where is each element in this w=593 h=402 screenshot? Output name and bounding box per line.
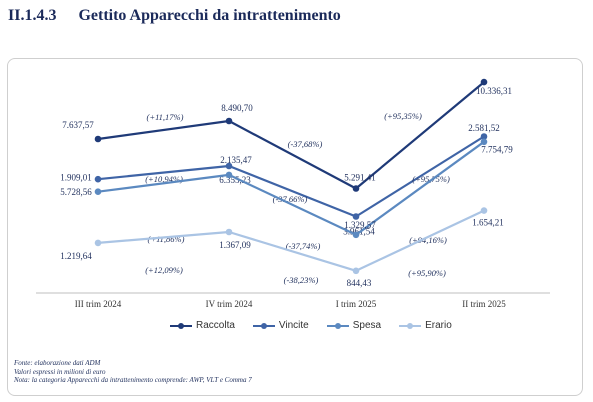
value-label-raccolta-1: 7.637,57 <box>62 120 94 130</box>
value-label-erario-3: 844,43 <box>347 278 372 288</box>
value-label-erario-2: 1.367,09 <box>219 240 251 250</box>
value-label-vincite-1: 5.728,56 <box>60 187 92 197</box>
data-point-raccolta-4 <box>480 78 488 86</box>
value-label-vincite-4: 7.754,79 <box>481 145 513 155</box>
x-tick-label-3: I trim 2025 <box>336 299 377 309</box>
data-point-vincite-2 <box>225 162 233 170</box>
series-line-raccolta <box>97 81 485 190</box>
legend-label-erario: Erario <box>425 320 452 331</box>
x-tick-label-2: IV trim 2024 <box>206 299 253 309</box>
legend-item-raccolta: Raccolta <box>170 320 235 331</box>
value-label-raccolta-3: 5.291,41 <box>344 173 376 183</box>
footnote-units: Valori espressi in milioni di euro <box>14 367 106 376</box>
data-point-erario-4 <box>480 207 488 214</box>
change-label-erario-1: (+12,09%) <box>145 265 183 275</box>
legend-label-raccolta: Raccolta <box>196 320 235 331</box>
legend-swatch-raccolta <box>170 322 192 330</box>
footnote-source: Fonte: elaborazione dati ADM <box>14 359 101 367</box>
change-label-raccolta-3: (+95,35%) <box>384 111 422 121</box>
data-point-vincite-4 <box>480 133 488 140</box>
data-point-spesa-2 <box>225 171 233 179</box>
value-label-spesa-1: 1.909,01 <box>60 173 92 183</box>
legend-swatch-vincite <box>252 322 275 330</box>
data-point-raccolta-1 <box>94 135 102 143</box>
legend-item-vincite: Vincite <box>252 320 309 331</box>
change-label-raccolta-2: (-37,68%) <box>288 139 323 149</box>
change-label-raccolta-1: (+11,17%) <box>147 112 184 122</box>
change-label-spesa-2: (-37,74%) <box>286 241 321 251</box>
chart-footnotes: Fonte: elaborazione dati ADM Valori espr… <box>14 359 252 385</box>
data-point-vincite-3 <box>352 213 360 220</box>
value-label-erario-1: 1.219,64 <box>60 251 92 261</box>
x-tick-label-4: II trim 2025 <box>462 299 506 309</box>
value-label-erario-4: 1.654,21 <box>472 218 504 228</box>
legend-item-erario: Erario <box>399 320 452 331</box>
section-title: Gettito Apparecchi da intrattenimento <box>78 7 341 24</box>
change-label-erario-3: (+95,90%) <box>408 268 446 278</box>
section-heading: II.1.4.3 Gettito Apparecchi da intratten… <box>8 4 341 28</box>
legend-label-spesa: Spesa <box>352 320 382 331</box>
chart-panel <box>7 58 583 396</box>
data-point-spesa-4 <box>480 138 488 146</box>
series-line-vincite <box>97 135 485 218</box>
legend-swatch-erario <box>399 322 422 330</box>
data-point-raccolta-3 <box>352 185 360 192</box>
value-label-raccolta-2: 8.490,70 <box>221 103 253 113</box>
data-point-vincite-1 <box>94 175 102 183</box>
data-point-spesa-1 <box>94 188 102 195</box>
data-point-spesa-3 <box>352 231 360 239</box>
x-tick-label-1: III trim 2024 <box>75 299 122 309</box>
data-point-erario-1 <box>94 239 102 247</box>
footnote-note: Nota: la categoria Apparecchi da intratt… <box>14 376 252 384</box>
data-point-erario-2 <box>225 228 233 236</box>
series-line-spesa <box>97 140 485 236</box>
value-label-vincite-2: 6.355,23 <box>219 175 251 185</box>
legend-item-spesa: Spesa <box>326 320 382 331</box>
series-line-erario <box>97 209 485 272</box>
value-label-raccolta-4: 10.336,31 <box>476 86 512 96</box>
data-point-raccolta-2 <box>225 117 233 125</box>
change-label-vincite-2: (-37,66%) <box>273 194 308 204</box>
value-label-spesa-2: 2.135,47 <box>220 155 252 165</box>
value-label-spesa-4: 2.581,52 <box>468 123 500 133</box>
data-point-erario-3 <box>352 267 360 275</box>
chart-legend: Raccolta Vincite Spesa Erario <box>170 320 452 331</box>
change-label-vincite-1: (+10,94%) <box>145 174 183 184</box>
change-label-spesa-1: (+11,86%) <box>148 234 185 244</box>
change-label-erario-2: (-38,23%) <box>284 275 319 285</box>
section-number: II.1.4.3 <box>8 7 57 24</box>
legend-swatch-spesa <box>326 322 349 330</box>
change-label-spesa-3: (+94,16%) <box>409 235 447 245</box>
legend-label-vincite: Vincite <box>278 320 309 331</box>
value-label-spesa-3: 1.329,57 <box>344 220 376 230</box>
